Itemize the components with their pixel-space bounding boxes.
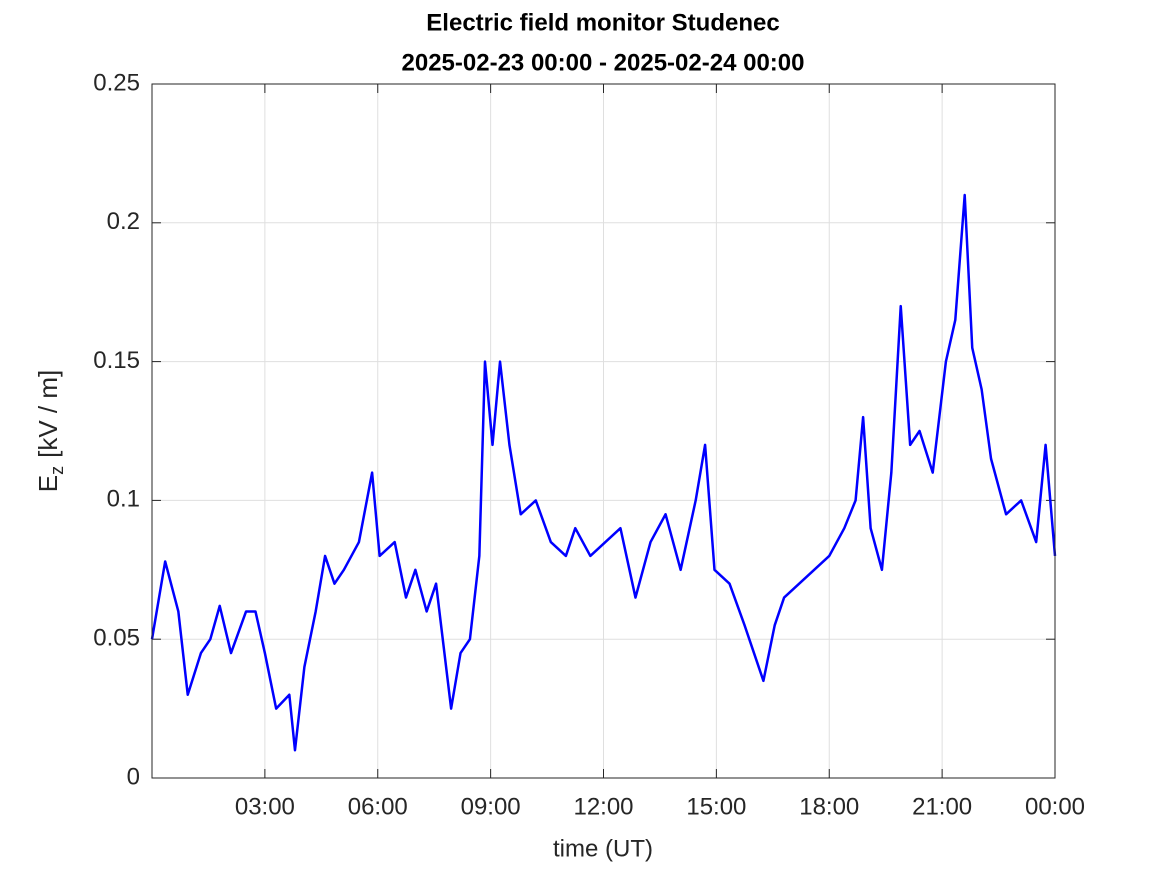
x-tick-label: 15:00 — [686, 793, 746, 820]
x-tick-label: 12:00 — [573, 793, 633, 820]
x-tick-label: 18:00 — [799, 793, 859, 820]
y-tick-label: 0 — [127, 763, 140, 790]
y-tick-label: 0.2 — [107, 208, 140, 235]
chart-title: Electric field monitor Studenec — [426, 9, 779, 36]
x-tick-label: 00:00 — [1025, 793, 1085, 820]
y-tick-label: 0.15 — [93, 347, 140, 374]
axes-frame — [151, 83, 1056, 779]
x-tick-label: 06:00 — [348, 793, 408, 820]
y-tick-label: 0.25 — [93, 69, 140, 96]
x-tick-label: 21:00 — [912, 793, 972, 820]
chart-subtitle: 2025-02-23 00:00 - 2025-02-24 00:00 — [402, 49, 805, 76]
y-axis-label: Ez [kV / m] — [33, 370, 67, 492]
x-tick-label: 03:00 — [235, 793, 295, 820]
y-tick-label: 0.1 — [107, 486, 140, 513]
x-axis-label: time (UT) — [553, 835, 653, 862]
x-tick-label: 09:00 — [461, 793, 521, 820]
data-line — [150, 193, 1057, 752]
plot-area: 0 0.05 0.1 0.15 0.2 0.25 03:00 06:00 09:00 12:00 1… — [93, 69, 1085, 820]
y-label-sub: z — [47, 466, 67, 475]
y-label-main: E — [33, 475, 63, 492]
y-tick-label: 0.05 — [93, 625, 140, 652]
y-label-unit: [kV / m] — [33, 370, 63, 458]
